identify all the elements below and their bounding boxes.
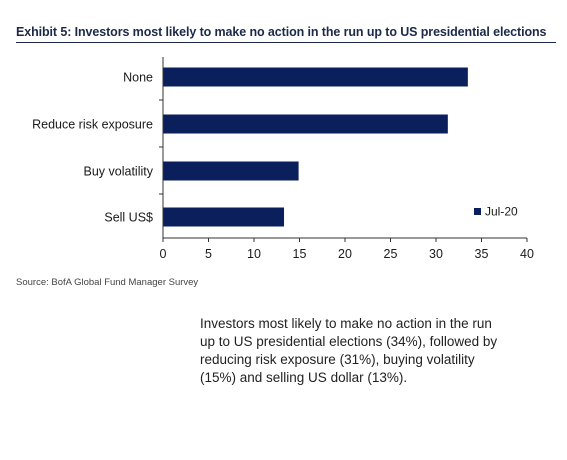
bar-buy-volatility — [163, 161, 299, 181]
x-tick-label: 5 — [205, 247, 212, 261]
x-tick-label: 25 — [384, 247, 398, 261]
chart-title: Exhibit 5: Investors most likely to make… — [16, 25, 547, 39]
bar-none — [163, 67, 468, 87]
x-tick-label: 15 — [293, 247, 307, 261]
category-label: None — [123, 71, 153, 85]
caption-text: Investors most likely to make no action … — [200, 316, 498, 385]
legend-swatch — [474, 208, 481, 215]
x-tick-label: 40 — [520, 247, 534, 261]
bar-chart: None Reduce risk exposure Buy volatility Se… — [32, 57, 534, 261]
legend: Jul-20 — [474, 205, 518, 219]
title-underline — [16, 42, 556, 43]
x-tick-label: 20 — [338, 247, 352, 261]
bars-layer — [163, 67, 468, 227]
x-tick-label: 35 — [475, 247, 489, 261]
bar-reduce-risk-exposure — [163, 114, 448, 134]
x-tick-label: 0 — [160, 247, 167, 261]
category-labels: None Reduce risk exposure Buy volatility Se… — [32, 71, 154, 225]
x-tick-label: 30 — [429, 247, 443, 261]
category-label: Sell US$ — [104, 211, 153, 225]
category-label: Reduce risk exposure — [32, 118, 153, 132]
category-label: Buy volatility — [84, 165, 154, 179]
x-axis-ticks: 0 5 10 15 20 25 30 35 40 — [160, 238, 534, 261]
bar-sell-us — [163, 207, 285, 227]
source-note: Source: BofA Global Fund Manager Survey — [16, 277, 199, 288]
legend-label: Jul-20 — [485, 205, 518, 219]
x-tick-label: 10 — [247, 247, 261, 261]
